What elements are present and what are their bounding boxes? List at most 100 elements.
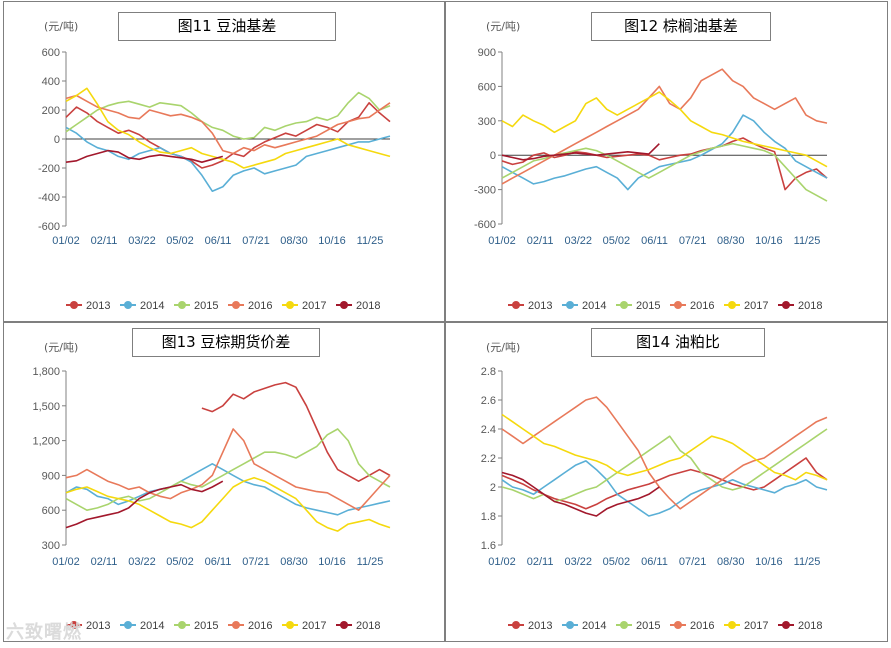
x-tick-label: 05/02 <box>166 556 194 568</box>
chart-title: 图12 棕榈油基差 <box>591 12 771 41</box>
legend-label-2016: 2016 <box>690 620 714 632</box>
legend-label-2017: 2017 <box>302 300 326 312</box>
x-tick-label: 02/11 <box>527 556 554 568</box>
x-tick-label: 02/11 <box>91 556 118 568</box>
y-unit-label: (元/吨) <box>44 20 79 33</box>
legend-marker <box>728 621 736 629</box>
legend-label-2015: 2015 <box>194 300 218 312</box>
x-tick-label: 03/22 <box>128 556 156 568</box>
legend-marker <box>782 621 790 629</box>
legend-marker <box>566 301 574 309</box>
legend-marker <box>232 621 240 629</box>
legend-label-2017: 2017 <box>744 620 768 632</box>
series-line-2015 <box>501 428 828 503</box>
legend-label-2017: 2017 <box>744 300 768 312</box>
y-tick-label: -300 <box>474 185 496 197</box>
legend-label-2015: 2015 <box>194 620 218 632</box>
x-tick-label: 08/30 <box>280 556 308 568</box>
series-line-2016 <box>65 94 391 155</box>
y-tick-label: 600 <box>478 81 496 93</box>
x-tick-label: 10/16 <box>318 235 346 247</box>
x-tick-label: 05/02 <box>603 235 631 247</box>
watermark-logo: 六致曙燃 <box>6 622 82 643</box>
y-tick-label: -200 <box>38 163 60 175</box>
y-tick-label: 300 <box>42 540 60 552</box>
x-tick-label: 06/11 <box>641 556 668 568</box>
y-tick-label: 1.6 <box>481 540 496 552</box>
x-tick-label: 03/22 <box>564 556 592 568</box>
legend-label-2014: 2014 <box>582 300 606 312</box>
x-tick-label: 08/30 <box>717 235 745 247</box>
chart-plot: 600 400 200 0 -200 -400 -600 01/02 02/11 03/22 05/… <box>38 47 391 312</box>
y-tick-label: 1.8 <box>481 511 496 523</box>
x-tick-label: 01/02 <box>52 235 80 247</box>
series-line-2015 <box>65 91 391 140</box>
legend-label-2016: 2016 <box>248 300 272 312</box>
legend-marker <box>70 621 78 629</box>
x-tick-label: 02/11 <box>91 235 118 247</box>
series-line-2017 <box>501 413 828 481</box>
y-unit-label: (元/吨) <box>486 341 521 354</box>
x-tick-label: 03/22 <box>128 235 156 247</box>
series-line-2018 <box>501 471 660 517</box>
chart-panel-1: (元/吨) 图11 豆油基差 600 400 200 0 -200 -400 -600 01/… <box>3 1 445 322</box>
legend-label-2014: 2014 <box>140 620 164 632</box>
chart-plot: 900 600 300 0 -300 -600 01/02 02/11 03/22 05/02 06… <box>474 47 828 312</box>
x-tick-label: 01/02 <box>488 235 516 247</box>
x-tick-label: 02/11 <box>527 235 554 247</box>
legend-marker <box>620 621 628 629</box>
legend-marker <box>674 301 682 309</box>
y-tick-label: 300 <box>478 116 496 128</box>
legend-marker <box>124 301 132 309</box>
y-tick-label: 900 <box>42 470 60 482</box>
y-tick-label: 1,500 <box>32 401 60 413</box>
legend-label-2013: 2013 <box>86 300 110 312</box>
y-tick-label: 0 <box>54 134 60 146</box>
x-tick-label: 07/21 <box>242 235 270 247</box>
legend-marker <box>728 301 736 309</box>
legend-marker <box>340 621 348 629</box>
x-tick-label: 07/21 <box>679 235 707 247</box>
y-tick-label: 400 <box>42 76 60 88</box>
x-tick-label: 11/25 <box>794 556 821 568</box>
y-tick-label: 0 <box>490 150 496 162</box>
legend-marker <box>286 621 294 629</box>
y-tick-label: 2.2 <box>481 453 496 465</box>
series-line-2017 <box>501 91 828 168</box>
x-tick-label: 11/25 <box>794 235 821 247</box>
legend-label-2018: 2018 <box>356 300 380 312</box>
series-line-2013 <box>201 381 391 482</box>
series-line-2016 <box>501 396 828 510</box>
x-tick-label: 11/25 <box>357 556 384 568</box>
legend-marker <box>178 301 186 309</box>
x-tick-label: 05/02 <box>603 556 631 568</box>
series-line-2015 <box>501 142 828 202</box>
legend-label-2013: 2013 <box>528 300 552 312</box>
x-tick-label: 07/21 <box>242 556 270 568</box>
x-tick-label: 08/30 <box>280 235 308 247</box>
series-line-2013 <box>501 457 828 510</box>
legend-label-2014: 2014 <box>140 300 164 312</box>
chart-title: 图13 豆棕期货价差 <box>132 328 320 357</box>
legend-marker <box>674 621 682 629</box>
legend-label-2018: 2018 <box>798 300 822 312</box>
y-tick-label: 600 <box>42 505 60 517</box>
y-tick-label: -400 <box>38 192 60 204</box>
legend-marker <box>178 621 186 629</box>
y-tick-label: 1,200 <box>32 436 60 448</box>
x-tick-label: 10/16 <box>318 556 346 568</box>
legend-marker <box>566 621 574 629</box>
series-line-2018 <box>65 149 224 163</box>
y-tick-label: 2.8 <box>481 366 496 378</box>
legend-label-2015: 2015 <box>636 620 660 632</box>
series-line-2013 <box>65 102 391 169</box>
x-tick-label: 05/02 <box>166 235 194 247</box>
y-unit-label: (元/吨) <box>44 341 79 354</box>
chart-title: 图14 油粕比 <box>591 328 765 357</box>
legend-marker <box>70 301 78 309</box>
legend-label-2018: 2018 <box>798 620 822 632</box>
legend-marker <box>340 301 348 309</box>
chart-panel-3: (元/吨) 图13 豆棕期货价差 1,800 1,500 1,200 900 600 30… <box>3 322 445 642</box>
series-line-2017 <box>65 87 391 169</box>
series-line-2013 <box>501 137 828 191</box>
